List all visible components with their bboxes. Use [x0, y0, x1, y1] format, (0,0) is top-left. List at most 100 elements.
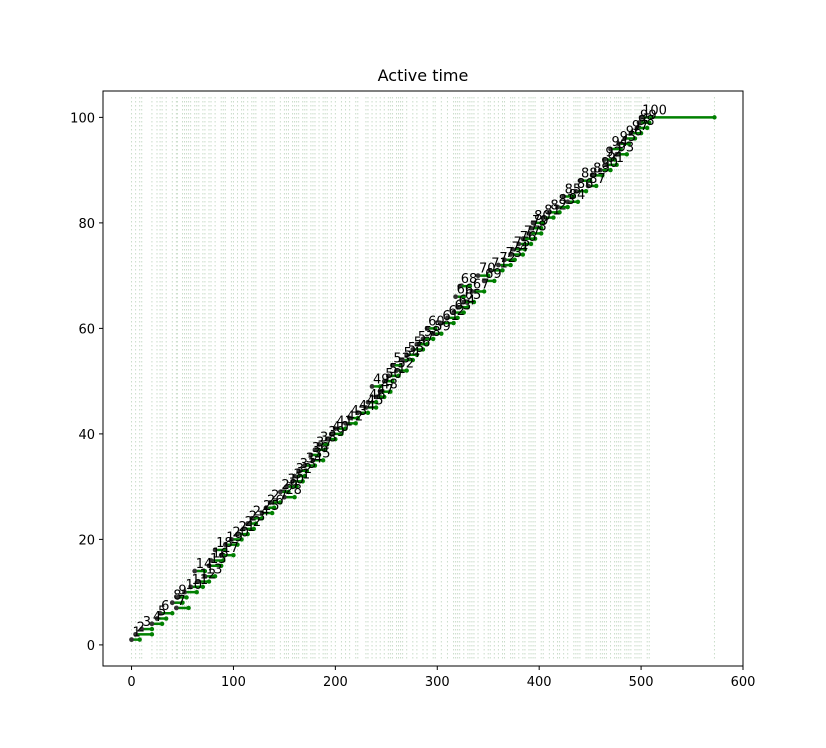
start-point	[508, 252, 514, 257]
point-label: 14	[196, 557, 213, 572]
point-label: 45	[367, 394, 384, 409]
start-point	[188, 584, 194, 590]
end-point	[433, 326, 438, 331]
end-point	[557, 210, 562, 215]
end-point	[333, 436, 338, 442]
end-point	[420, 347, 426, 352]
start-point	[455, 304, 461, 310]
start-point	[192, 568, 198, 574]
end-point	[292, 494, 297, 500]
end-point	[522, 247, 528, 252]
end-point	[430, 336, 436, 342]
point-label: 32	[296, 462, 313, 477]
end-point	[508, 262, 513, 268]
point-label: 33	[300, 457, 317, 472]
start-point	[381, 378, 387, 384]
point-label: 58	[424, 325, 441, 340]
point-label: 54	[404, 346, 421, 361]
end-point	[212, 574, 218, 579]
point-label: 17	[222, 541, 239, 556]
end-point	[410, 357, 416, 363]
start-point	[496, 262, 501, 268]
point-label: 51	[389, 362, 406, 377]
start-point	[169, 600, 175, 606]
end-point	[322, 447, 328, 452]
point-label: 67	[473, 277, 490, 292]
end-point	[583, 189, 589, 194]
start-point	[174, 595, 180, 600]
point-label: 46	[369, 388, 386, 403]
start-point	[546, 209, 552, 215]
point-label: 73	[506, 246, 523, 261]
end-point	[645, 125, 650, 131]
end-point	[612, 157, 617, 162]
point-label: 13	[206, 562, 223, 577]
y-tick-label: 60	[78, 322, 95, 337]
point-label: 100	[642, 103, 667, 118]
point-label: 88	[581, 167, 598, 182]
end-point	[320, 458, 326, 463]
point-label: 52	[398, 357, 415, 372]
start-point	[267, 500, 273, 505]
end-point	[520, 252, 526, 257]
end-point	[539, 231, 544, 236]
start-point	[139, 626, 145, 632]
end-point	[461, 294, 466, 299]
start-point	[528, 225, 534, 231]
point-label: 72	[499, 251, 516, 266]
start-point	[129, 637, 134, 643]
end-point	[455, 315, 460, 321]
start-point	[614, 151, 620, 157]
start-point	[365, 399, 371, 405]
start-point	[332, 426, 338, 432]
point-label: 28	[285, 483, 302, 498]
start-point	[182, 589, 187, 595]
start-point	[222, 542, 228, 548]
start-point	[634, 125, 640, 131]
start-point	[229, 536, 234, 542]
point-label: 86	[577, 177, 594, 192]
x-tick-label: 100	[221, 675, 246, 690]
end-point	[439, 331, 444, 336]
start-point	[308, 452, 314, 458]
start-point	[453, 294, 459, 300]
end-point	[180, 600, 185, 605]
start-point	[284, 484, 289, 490]
point-label: 62	[448, 304, 465, 319]
start-point	[249, 515, 255, 521]
start-point	[636, 120, 642, 126]
point-label: 2	[137, 620, 145, 635]
end-point	[461, 310, 466, 315]
end-point	[551, 215, 556, 220]
end-point	[626, 141, 632, 146]
point-label: 96	[626, 124, 643, 139]
point-label: 4	[153, 610, 161, 625]
end-point	[300, 479, 305, 484]
start-point	[235, 531, 240, 537]
start-point	[520, 236, 526, 242]
end-point	[492, 278, 497, 284]
active-intervals	[129, 114, 717, 643]
end-point	[467, 283, 473, 289]
start-point	[245, 521, 251, 526]
start-point	[410, 347, 416, 352]
start-point	[316, 442, 322, 447]
point-label: 71	[491, 256, 508, 271]
point-label: 37	[316, 436, 333, 451]
end-point	[571, 194, 577, 199]
end-point	[424, 342, 430, 347]
start-point	[277, 489, 283, 495]
start-point	[573, 188, 579, 194]
point-label: 95	[620, 130, 637, 145]
point-label: 63	[455, 299, 472, 314]
end-point	[219, 563, 224, 568]
end-point	[325, 442, 330, 447]
point-label: 35	[314, 446, 331, 461]
point-label: 93	[618, 140, 635, 155]
end-point	[396, 373, 401, 379]
start-point	[302, 463, 308, 468]
point-label: 68	[461, 272, 478, 287]
start-point	[390, 362, 395, 368]
start-point	[363, 405, 369, 410]
